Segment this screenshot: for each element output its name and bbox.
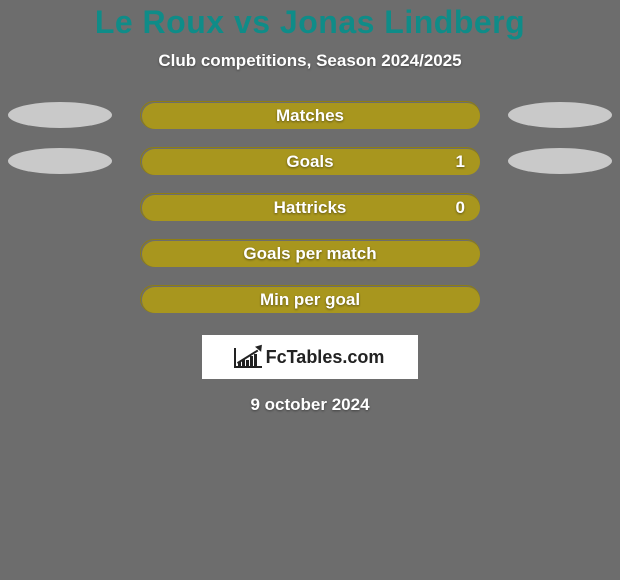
stat-label: Matches: [141, 102, 479, 130]
stat-bar: Matches: [140, 101, 480, 129]
stat-label: Goals per match: [141, 240, 479, 268]
value-ellipse-left: [8, 102, 112, 128]
generated-date: 9 october 2024: [250, 395, 369, 415]
value-ellipse-right: [508, 102, 612, 128]
stat-bar: Min per goal: [140, 285, 480, 313]
value-ellipse-right: [508, 148, 612, 174]
stat-row: Matches: [0, 101, 620, 129]
subtitle: Club competitions, Season 2024/2025: [158, 51, 461, 71]
stat-label: Goals: [141, 148, 479, 176]
stat-bar: Hattricks0: [140, 193, 480, 221]
stat-bar: Goals per match: [140, 239, 480, 267]
fctables-logo: FcTables.com: [202, 335, 418, 379]
stat-bar: Goals1: [140, 147, 480, 175]
logo-text: FcTables.com: [266, 347, 385, 368]
stat-row: Min per goal: [0, 285, 620, 313]
logo-chart-icon: [236, 348, 260, 366]
stat-value-right: 0: [456, 194, 465, 222]
stat-row: Hattricks0: [0, 193, 620, 221]
stat-label: Hattricks: [141, 194, 479, 222]
stat-label: Min per goal: [141, 286, 479, 314]
page-title: Le Roux vs Jonas Lindberg: [95, 4, 525, 41]
value-ellipse-left: [8, 148, 112, 174]
stat-value-right: 1: [456, 148, 465, 176]
stat-rows: Matches Goals1 Hattricks0 Goals per match Mi…: [0, 101, 620, 313]
stat-row: Goals1: [0, 147, 620, 175]
stat-row: Goals per match: [0, 239, 620, 267]
